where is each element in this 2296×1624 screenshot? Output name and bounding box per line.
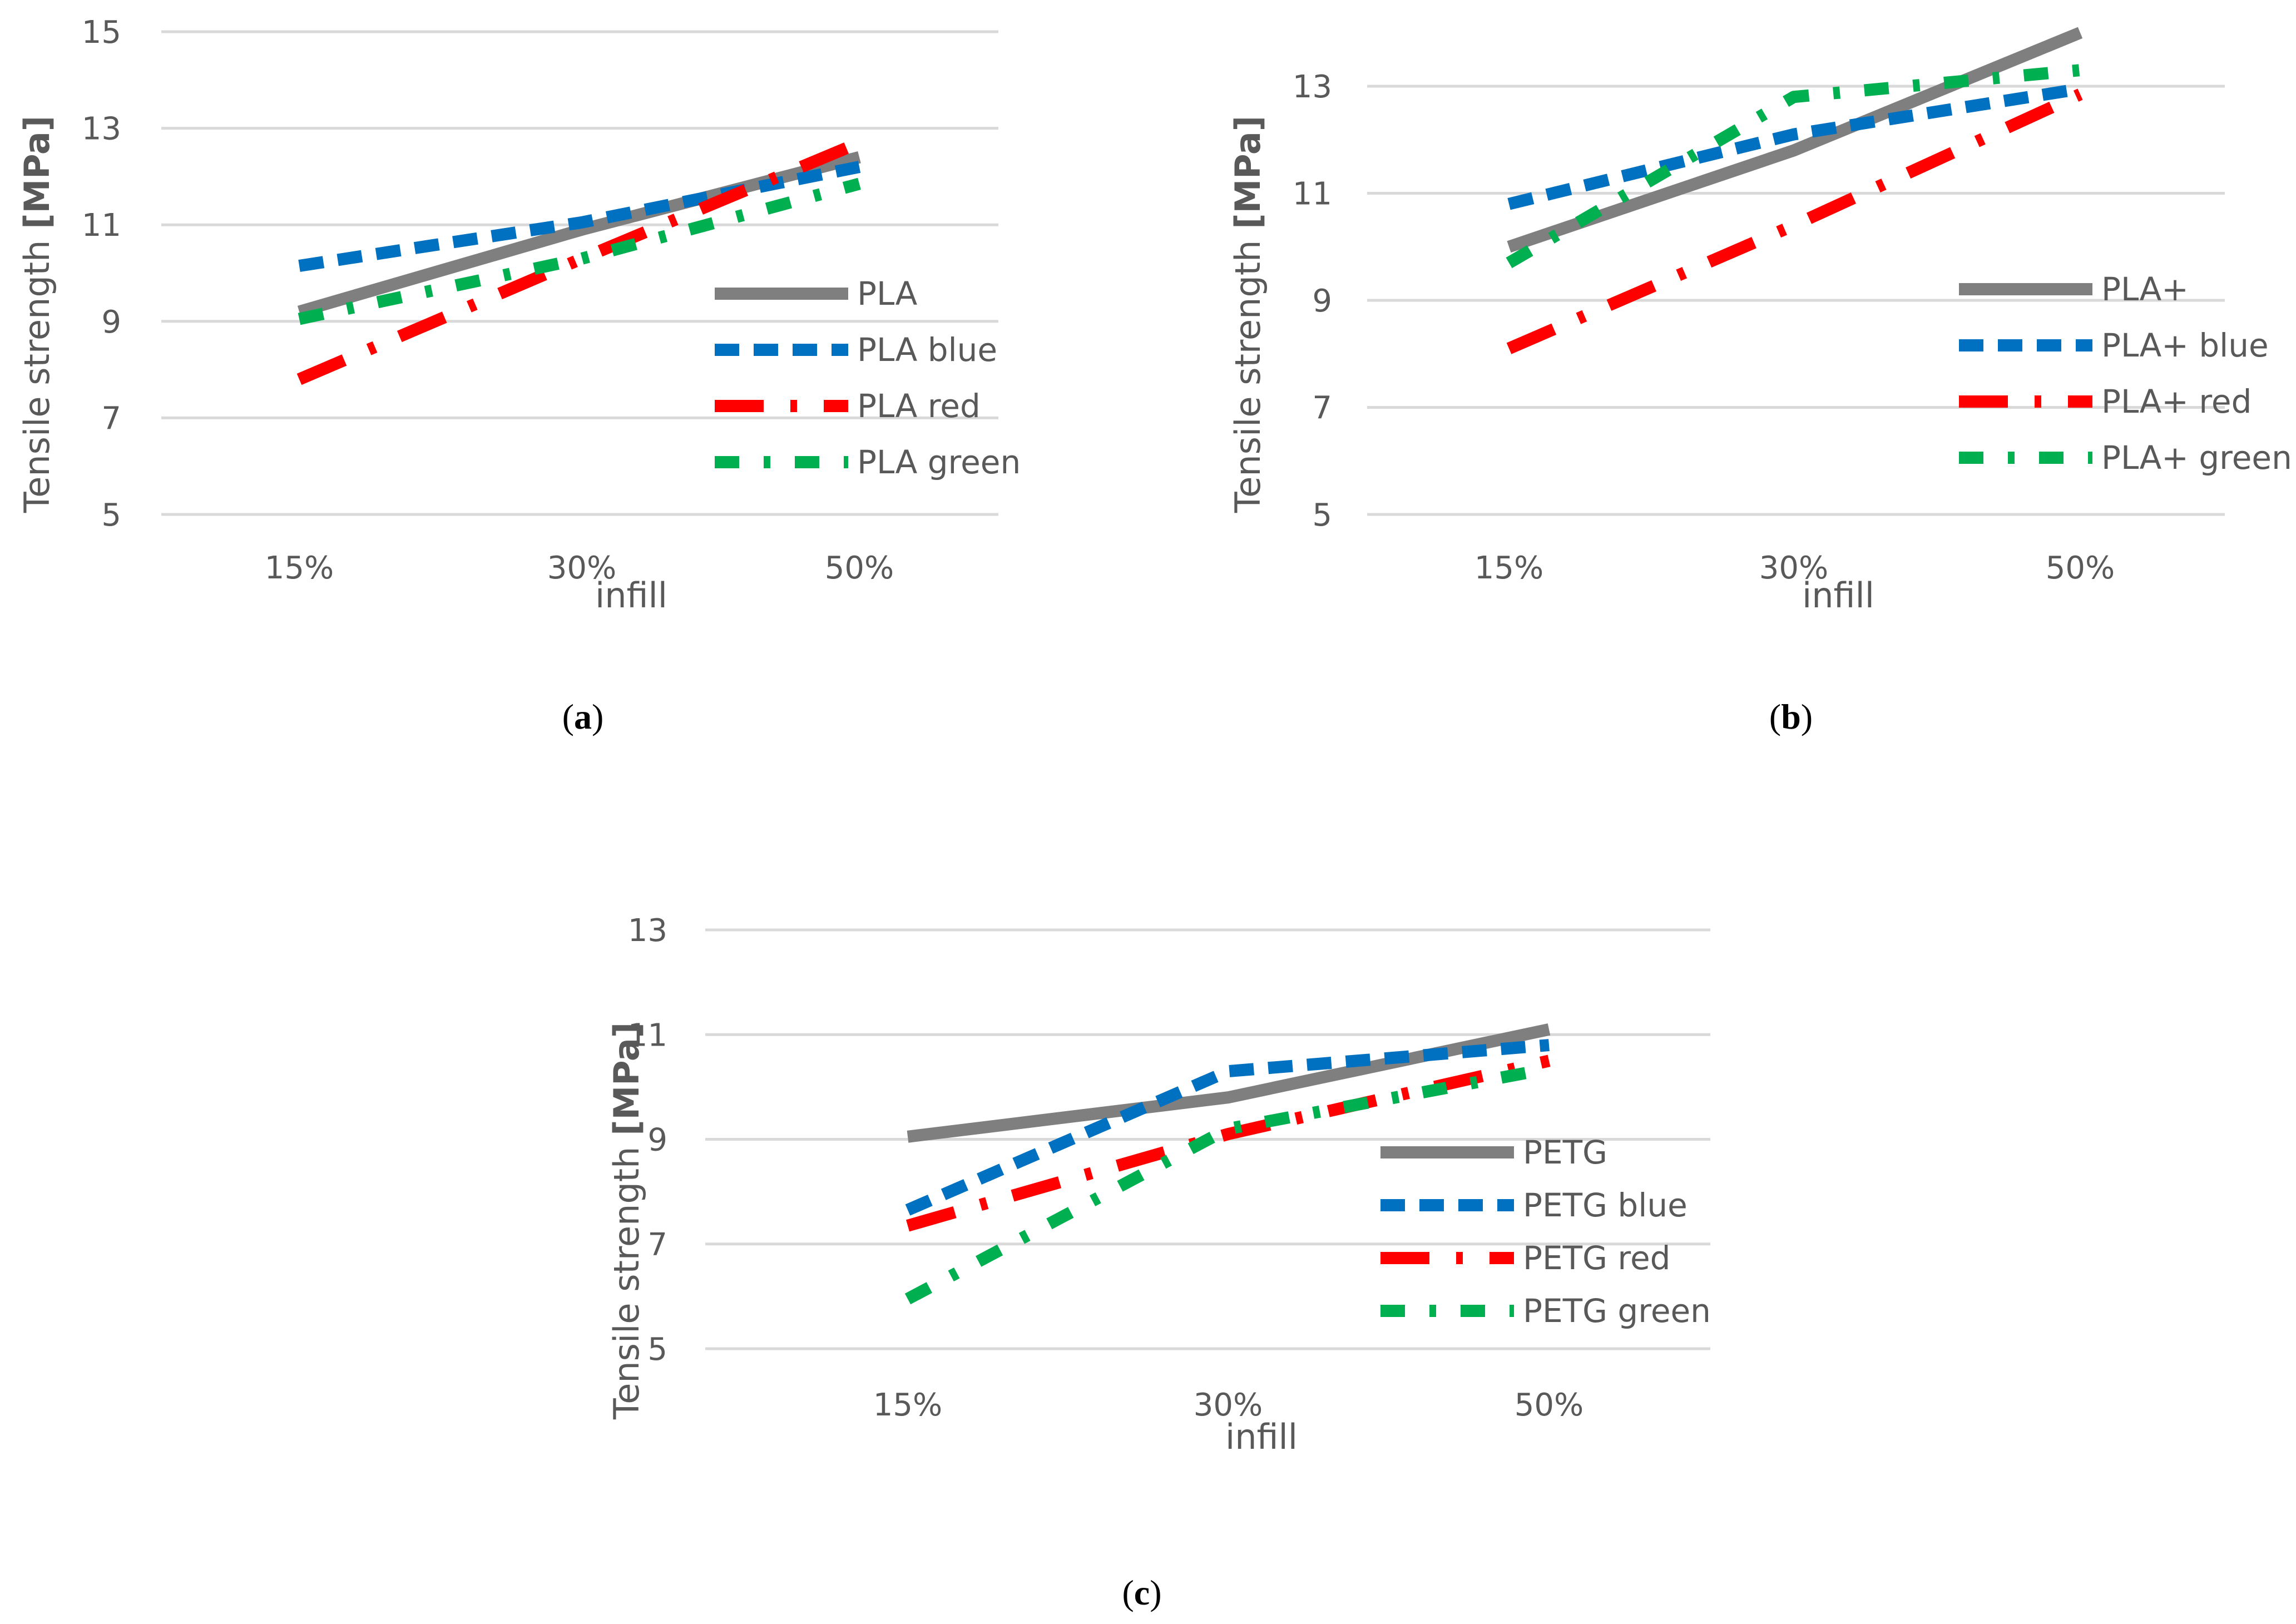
x-tick-label: 30%	[1194, 1387, 1263, 1423]
x-tick-label: 30%	[547, 550, 616, 586]
chart-panel-a: Tensile strength [MPa] infill 579111315 …	[17, 14, 1021, 616]
x-tick-label: 50%	[1515, 1387, 1584, 1423]
y-tick-label: 9	[647, 1122, 667, 1158]
x-tick-label: 30%	[1759, 550, 1828, 586]
legend-label: PETG red	[1523, 1239, 1671, 1277]
y-axis-title: Tensile strength [MPa]	[17, 116, 57, 513]
x-tick-label: 15%	[873, 1387, 942, 1423]
x-axis-title: infill	[1802, 575, 1874, 616]
y-tick-label: 5	[1312, 497, 1332, 533]
series-line-petg-green	[904, 1062, 1551, 1305]
y-tick-label: 11	[628, 1017, 667, 1053]
y-tick-label: 11	[1293, 176, 1332, 212]
y-tick-label: 9	[101, 304, 121, 340]
chart-panel-b: Tensile strength [MPa] infill 5 7 9 11 13 15…	[1228, 27, 2292, 616]
x-axis-title: infill	[1225, 1417, 1298, 1457]
y-tick-label: 11	[82, 207, 121, 244]
legend-label: PLA blue	[857, 331, 997, 369]
series-line-petg-blue	[905, 1039, 1550, 1216]
series-line-pla-	[1507, 27, 2083, 253]
y-tick-label: 7	[101, 400, 121, 437]
y-tick-label: 15	[82, 14, 121, 51]
series-line-pla-green	[1506, 64, 2081, 269]
legend-label: PLA+ red	[2101, 383, 2252, 420]
legend-label: PETG blue	[1523, 1186, 1688, 1224]
y-axis-title: Tensile strength [MPa]	[1228, 116, 1268, 513]
y-tick-label: 13	[82, 111, 121, 147]
caption-c: (c)	[1122, 1573, 1161, 1612]
legend-label: PLA green	[857, 443, 1021, 481]
y-tick-label: 5	[101, 497, 121, 533]
x-tick-label: 50%	[825, 550, 894, 586]
y-axis-title: Tensile strength [MPa]	[606, 1022, 647, 1420]
caption-a: (a)	[562, 697, 604, 736]
legend-label: PLA+ green	[2101, 439, 2292, 477]
chart-panel-c: Tensile strength [MPa] infill 5 7 9 11 13 15…	[606, 913, 1711, 1457]
legend-label: PETG green	[1523, 1292, 1711, 1330]
legend-label: PLA	[857, 275, 918, 313]
legend-label: PETG	[1523, 1133, 1607, 1171]
y-tick-label: 7	[647, 1227, 667, 1263]
x-tick-label: 50%	[2046, 550, 2115, 586]
caption-b: (b)	[1769, 697, 1813, 736]
y-tick-label: 7	[1312, 390, 1332, 427]
x-tick-label: 15%	[265, 550, 334, 586]
legend-label: PLA+ blue	[2101, 326, 2269, 364]
y-tick-label: 13	[628, 913, 667, 949]
x-axis-title: infill	[595, 575, 667, 616]
x-tick-label: 15%	[1474, 550, 1543, 586]
series-line-pla-blue	[1507, 82, 2081, 210]
y-tick-label: 9	[1312, 283, 1332, 319]
legend-label: PLA+	[2101, 270, 2189, 308]
y-tick-label: 13	[1293, 69, 1332, 105]
series-line-pla-blue	[298, 161, 861, 272]
y-tick-label: 5	[647, 1331, 667, 1368]
series-line-pla-green	[298, 177, 861, 325]
legend-label: PLA red	[857, 387, 981, 425]
series-line-petg-red	[905, 1054, 1551, 1232]
